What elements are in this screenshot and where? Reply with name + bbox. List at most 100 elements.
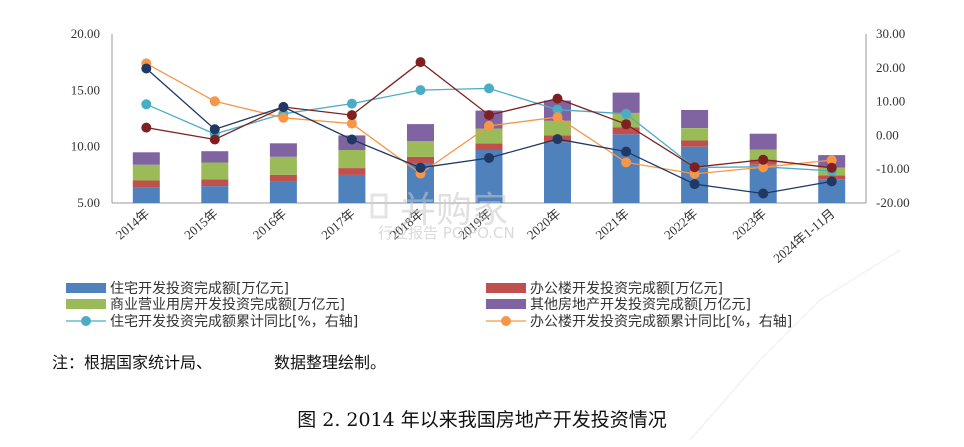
point-total_yoy-3 [346, 134, 357, 145]
bar-segment-residential-3 [338, 174, 366, 203]
point-office_yoy-9 [758, 162, 769, 173]
right-ticks: -20.00 -10.00 0.00 10.00 20.00 30.00 [876, 26, 910, 210]
point-comm_yoy-8 [689, 162, 700, 173]
legend-swatch-residential [66, 283, 106, 293]
chart: 5.00 10.00 15.00 20.00 -20.00 -10.00 0.00 10.0… [66, 26, 910, 330]
point-total_yoy-5 [484, 153, 494, 163]
x-tick-label-5: 2019年 [455, 206, 495, 243]
point-comm_yoy-1 [209, 134, 220, 145]
point-comm_yoy-9 [758, 154, 769, 165]
x-tick-label-9: 2023年 [730, 206, 770, 243]
point-office_yoy-2 [278, 112, 289, 123]
point-comm_yoy-0 [141, 122, 152, 133]
legend-label-office: 办公楼开发投资完成额[万亿元] [530, 281, 723, 297]
point-total_yoy-6 [552, 134, 563, 145]
left-tick-label-3: 20.00 [71, 26, 100, 41]
x-tick-label-2: 2016年 [250, 206, 290, 243]
bar-segment-office-0 [132, 180, 160, 188]
bar-segment-commercial-0 [132, 164, 160, 181]
bar-segment-other-0 [132, 152, 160, 165]
x-tick-label-3: 2017年 [318, 206, 358, 243]
note-prefix: 注：根据国家统计局、 [52, 353, 213, 372]
right-tick-label-4: 20.00 [876, 60, 905, 75]
x-tick-label-8: 2022年 [661, 206, 701, 243]
bar-segment-office-7 [612, 127, 640, 135]
legend: 住宅开发投资完成额[万亿元] 办公楼开发投资完成额[万亿元] 商业营业用房开发投资完… [66, 281, 792, 330]
legend-label-res_yoy: 住宅开发投资完成额累计同比[%，右轴] [110, 314, 358, 330]
bar-segment-other-8 [681, 110, 709, 128]
bar-segment-other-1 [201, 151, 229, 163]
point-res_yoy-5 [484, 83, 494, 94]
bar-segment-office-5 [475, 143, 503, 151]
bar-segment-commercial-4 [407, 141, 434, 157]
bar-segment-other-7 [612, 92, 640, 113]
point-res_yoy-6 [552, 104, 563, 115]
x-tick-label-1: 2015年 [181, 206, 221, 243]
right-tick-label-1: -10.00 [876, 161, 910, 176]
point-comm_yoy-10 [826, 162, 837, 173]
right-tick-label-0: -20.00 [876, 195, 910, 210]
bar-segment-residential-7 [612, 134, 640, 203]
figure-caption: 图 2. 2014 年以来我国房地产开发投资情况 [297, 409, 667, 431]
point-total_yoy-1 [209, 124, 220, 135]
bar-segment-residential-10 [818, 179, 846, 203]
bar-segment-residential-6 [544, 142, 571, 203]
bar-segment-residential-0 [132, 187, 160, 203]
right-tick-label-5: 30.00 [876, 26, 905, 41]
bar-segment-residential-1 [201, 186, 229, 203]
legend-label-commercial: 商业营业用房开发投资完成额[万亿元] [110, 297, 345, 313]
x-tick-label-6: 2020年 [524, 206, 564, 243]
point-total_yoy-8 [689, 179, 700, 190]
bar-segment-commercial-3 [338, 150, 366, 168]
point-res_yoy-4 [415, 85, 426, 96]
point-total_yoy-9 [758, 188, 769, 199]
left-ticks: 5.00 10.00 15.00 20.00 [71, 26, 100, 210]
point-total_yoy-2 [278, 102, 289, 112]
point-comm_yoy-3 [346, 110, 357, 121]
point-comm_yoy-4 [415, 57, 426, 68]
bar-segment-office-2 [269, 174, 297, 182]
bar-segment-commercial-2 [269, 156, 297, 175]
legend-label-residential: 住宅开发投资完成额[万亿元] [110, 281, 289, 297]
left-tick-label-1: 10.00 [71, 139, 100, 154]
bar-segment-other-2 [269, 143, 297, 157]
bar-segment-office-1 [201, 179, 229, 187]
left-tick-label-0: 5.00 [77, 195, 100, 210]
x-ticks: 2014年 2015年 2016年 2017年 2018年 2019年 2020年 2021年… [113, 206, 838, 266]
bar-segment-residential-2 [269, 181, 297, 203]
plot-area: 5.00 10.00 15.00 20.00 -20.00 -10.00 0.00 10.0… [71, 26, 910, 266]
bar-segment-office-8 [681, 140, 709, 147]
x-tick-label-7: 2021年 [592, 206, 632, 243]
x-tick-label-4: 2018年 [387, 206, 427, 243]
point-office_yoy-1 [209, 96, 220, 107]
point-comm_yoy-5 [484, 110, 494, 121]
bar-segment-commercial-6 [544, 120, 571, 136]
point-office_yoy-3 [346, 118, 357, 129]
lines [141, 57, 837, 199]
point-res_yoy-3 [346, 98, 357, 109]
point-total_yoy-7 [621, 146, 632, 157]
bar-segment-commercial-8 [681, 128, 709, 141]
left-tick-label-2: 15.00 [71, 82, 100, 97]
point-total_yoy-10 [826, 176, 837, 187]
note-suffix: 数据整理绘制。 [274, 353, 387, 372]
point-office_yoy-6 [552, 112, 563, 123]
legend-swatch-commercial [66, 299, 106, 309]
point-comm_yoy-7 [621, 119, 632, 130]
bar-segment-other-4 [407, 124, 434, 141]
point-office_yoy-10 [826, 155, 837, 166]
point-total_yoy-4 [415, 162, 426, 173]
legend-swatch-office [486, 283, 526, 293]
right-tick-label-3: 10.00 [876, 94, 905, 109]
legend-marker-res_yoy [81, 316, 91, 326]
point-res_yoy-7 [621, 108, 632, 119]
legend-label-office_yoy: 办公楼开发投资完成额累计同比[%，右轴] [530, 314, 792, 330]
bars [132, 92, 846, 203]
point-office_yoy-7 [621, 157, 632, 168]
x-tick-label-0: 2014年 [113, 206, 153, 243]
chart-note: 注：根据国家统计局、 数据整理绘制。 [52, 349, 386, 373]
legend-marker-office_yoy [501, 316, 511, 326]
point-res_yoy-0 [141, 99, 152, 110]
x-tick-label-10: 2024年1-11月 [770, 206, 837, 266]
point-comm_yoy-6 [552, 93, 563, 104]
